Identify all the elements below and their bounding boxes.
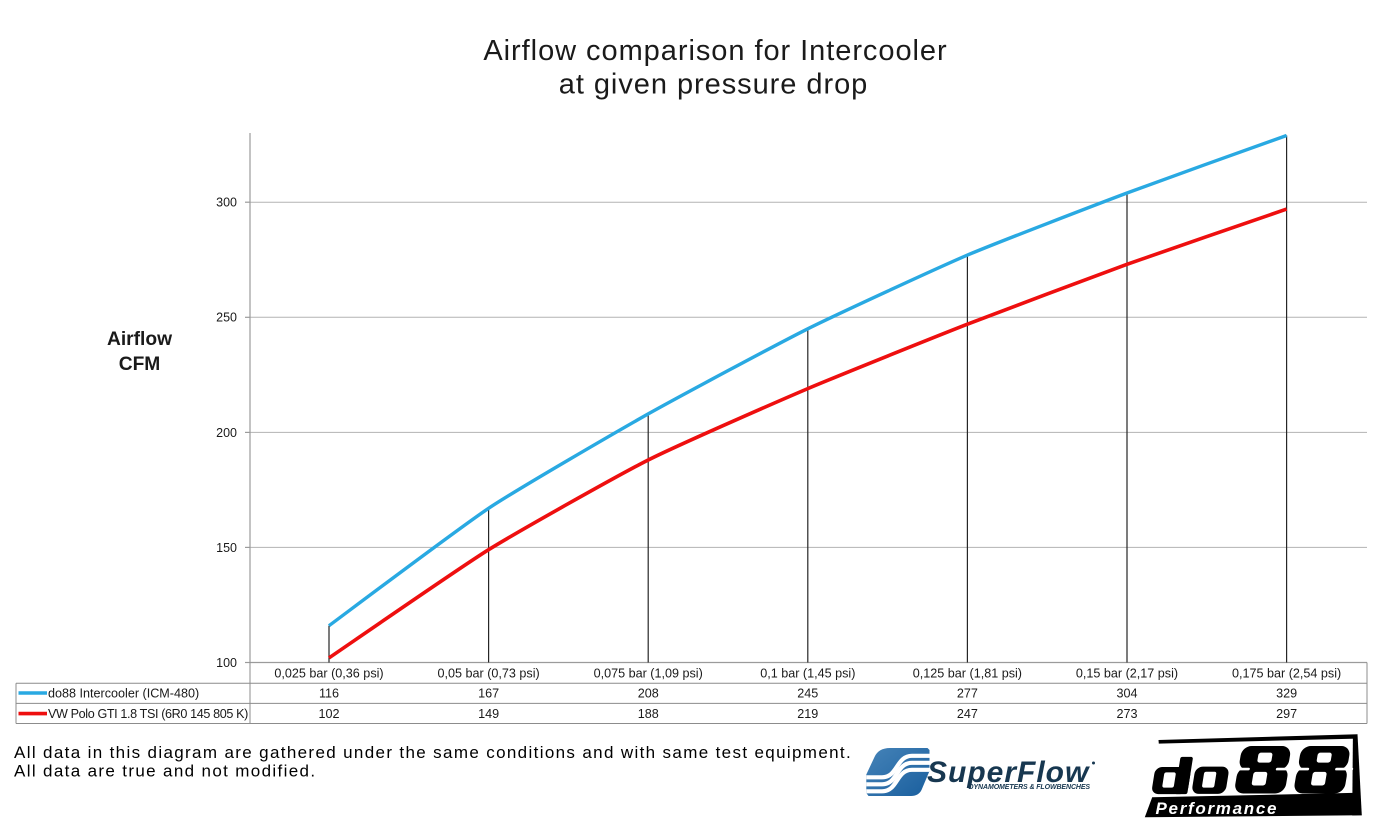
svg-text:DYNAMOMETERS & FLOWBENCHES: DYNAMOMETERS & FLOWBENCHES	[969, 784, 1091, 791]
svg-text:0,15 bar (2,17 psi): 0,15 bar (2,17 psi)	[1076, 666, 1178, 680]
svg-text:0,075 bar (1,09 psi): 0,075 bar (1,09 psi)	[594, 666, 703, 680]
svg-text:0,1 bar (1,45 psi): 0,1 bar (1,45 psi)	[760, 666, 855, 680]
svg-text:do88 Intercooler (ICM-480): do88 Intercooler (ICM-480)	[48, 687, 199, 701]
svg-text:329: 329	[1276, 687, 1297, 701]
svg-text:0,05 bar (0,73 psi): 0,05 bar (0,73 psi)	[437, 666, 539, 680]
svg-text:116: 116	[319, 687, 339, 701]
svg-text:245: 245	[797, 687, 818, 701]
svg-text:304: 304	[1116, 687, 1137, 701]
svg-text:0,175 bar (2,54 psi): 0,175 bar (2,54 psi)	[1232, 666, 1341, 680]
svg-text:All data in this diagram are g: All data in this diagram are gathered un…	[14, 743, 852, 762]
svg-text:300: 300	[216, 196, 237, 210]
svg-text:All data are true and not modi: All data are true and not modified.	[14, 762, 316, 781]
svg-text:273: 273	[1116, 707, 1137, 721]
svg-text:250: 250	[216, 311, 237, 325]
svg-text:Performance: Performance	[1156, 799, 1279, 818]
svg-text:SuperFlow: SuperFlow	[927, 756, 1090, 789]
svg-text:0,025 bar (0,36 psi): 0,025 bar (0,36 psi)	[274, 666, 383, 680]
svg-text:297: 297	[1276, 707, 1297, 721]
svg-text:208: 208	[638, 687, 659, 701]
svg-text:VW Polo GTI 1.8 TSI (6R0 145 8: VW Polo GTI 1.8 TSI (6R0 145 805 K)	[48, 707, 248, 721]
svg-text:0,125 bar (1,81 psi): 0,125 bar (1,81 psi)	[913, 666, 1022, 680]
svg-text:247: 247	[957, 707, 978, 721]
svg-text:200: 200	[216, 426, 237, 440]
svg-text:Airflow comparison for Interco: Airflow comparison for Intercooler	[483, 35, 947, 67]
svg-text:188: 188	[638, 707, 659, 721]
svg-text:167: 167	[478, 687, 499, 701]
svg-text:CFM: CFM	[119, 354, 161, 375]
svg-text:at given pressure drop: at given pressure drop	[559, 69, 868, 101]
svg-text:149: 149	[478, 707, 499, 721]
svg-text:219: 219	[797, 707, 818, 721]
svg-text:150: 150	[216, 541, 237, 555]
svg-text:100: 100	[216, 656, 237, 670]
svg-text:277: 277	[957, 687, 978, 701]
svg-text:Airflow: Airflow	[107, 329, 172, 350]
svg-text:102: 102	[318, 707, 339, 721]
